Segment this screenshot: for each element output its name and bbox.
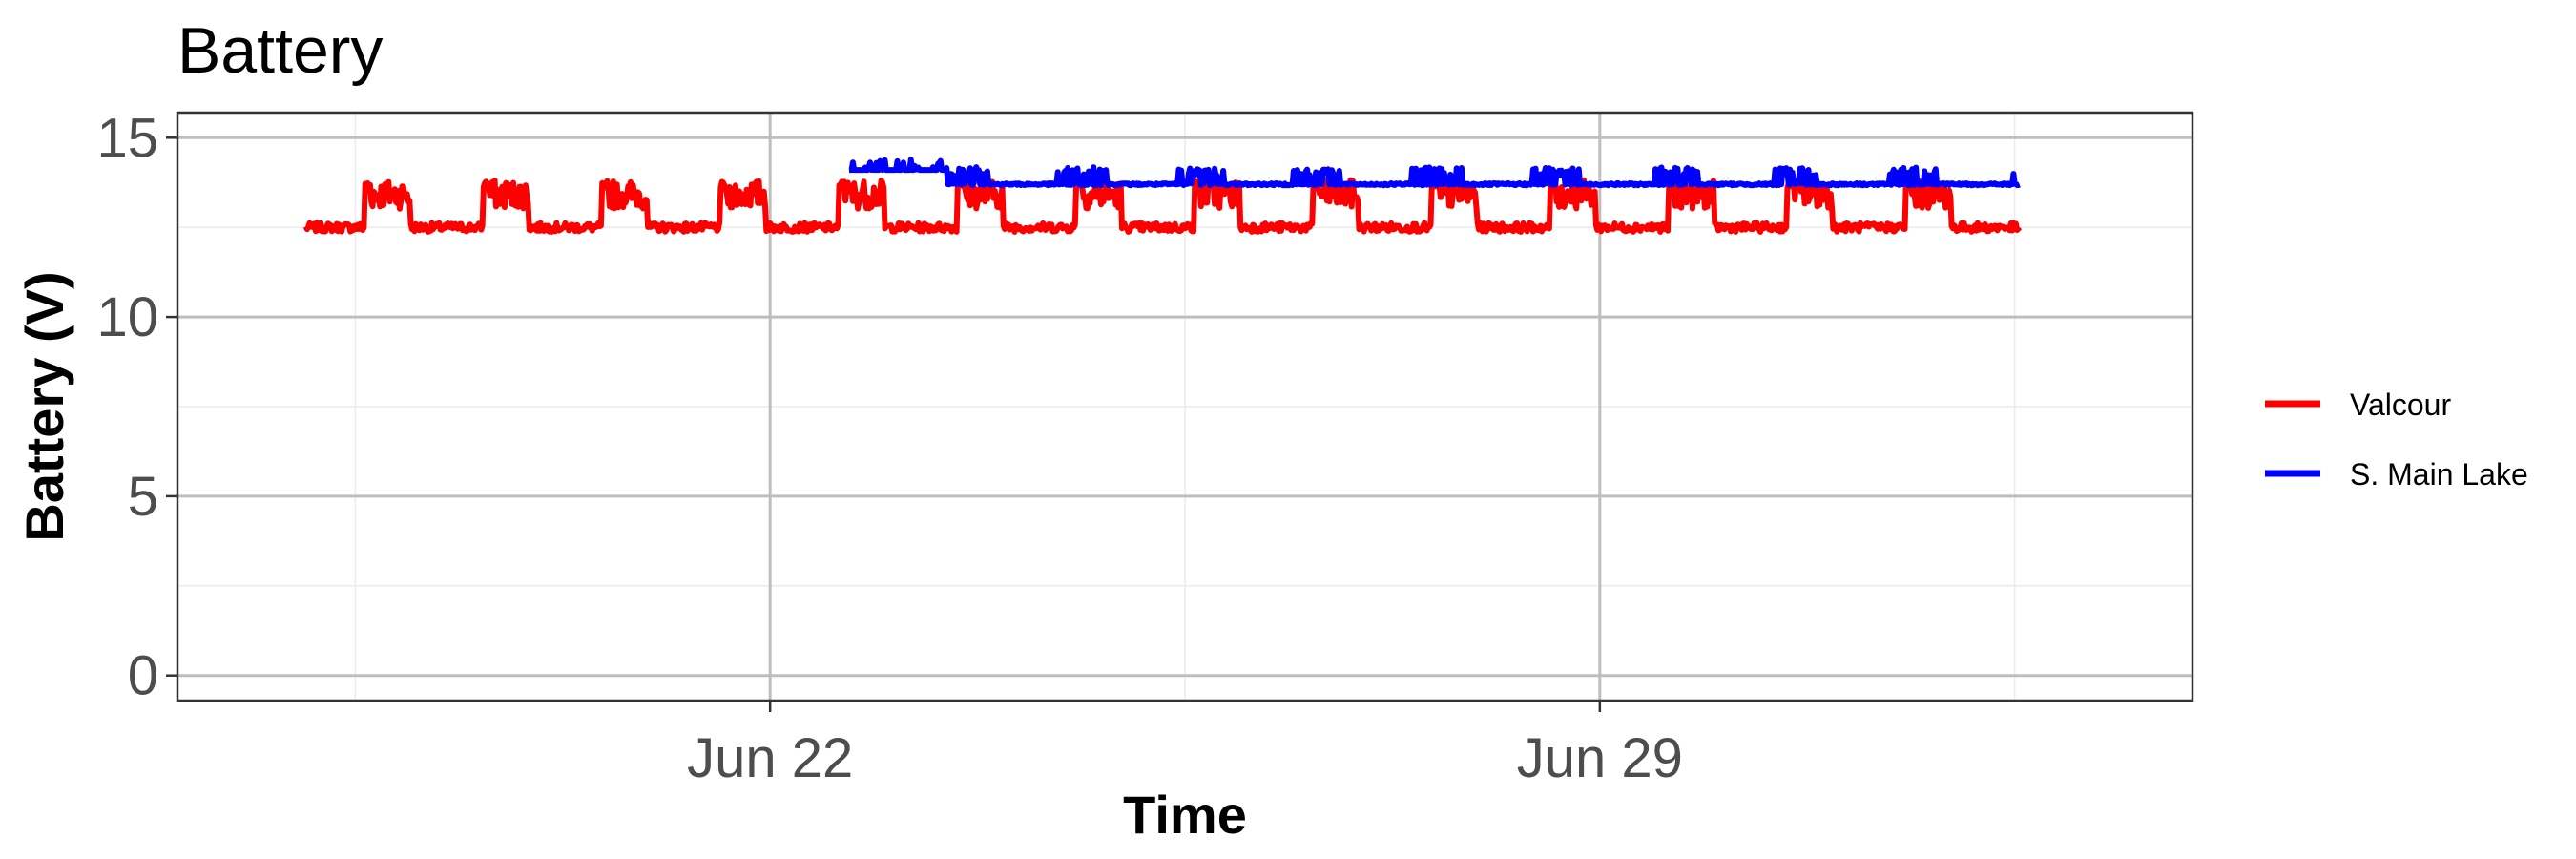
x-axis-title: Time: [1123, 785, 1247, 845]
y-tick-label: 10: [96, 286, 158, 348]
axis-ticks: 0 5 10 15 Jun 22 Jun 29: [96, 107, 1682, 789]
y-tick-label: 15: [96, 107, 158, 169]
legend: Valcour S. Main Lake: [2265, 388, 2528, 492]
y-tick-label: 0: [128, 645, 158, 707]
series-line-s-main-lake: [847, 157, 2022, 189]
grid: [177, 113, 2192, 701]
chart-title: Battery: [177, 14, 383, 87]
legend-label-valcour: Valcour: [2350, 388, 2451, 422]
plot-panel-border: [176, 111, 2194, 702]
series-layer: [302, 157, 2023, 235]
x-tick-label: Jun 22: [687, 727, 853, 789]
series-line-valcour: [302, 177, 2023, 235]
y-axis-title: Battery (V): [14, 271, 74, 541]
legend-label-s-main-lake: S. Main Lake: [2350, 457, 2528, 492]
y-tick-label: 5: [128, 466, 158, 528]
x-tick-label: Jun 29: [1517, 727, 1683, 789]
